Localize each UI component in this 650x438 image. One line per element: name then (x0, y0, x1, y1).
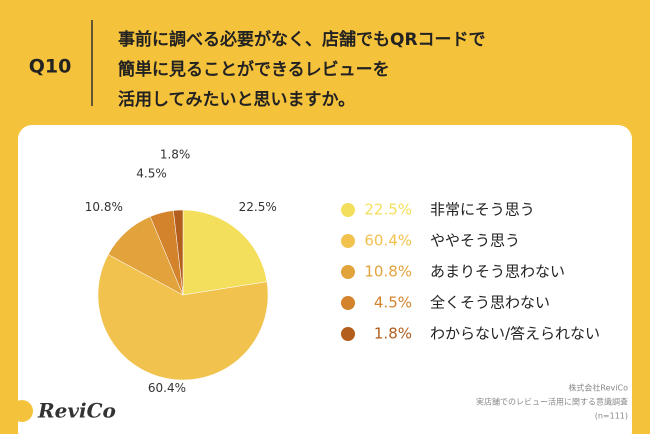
logo-icon (11, 400, 33, 422)
legend-label: あまりそう思わない (430, 263, 565, 281)
legend-label: わからない/答えられない (430, 325, 600, 343)
legend-value: 1.8% (374, 325, 412, 343)
pie-label: 60.4% (148, 381, 186, 395)
source: (n=111) (595, 412, 628, 421)
question-text: 事前に調べる必要がなく、店舗でもQRコードで (118, 29, 486, 50)
pie-slice (97, 254, 269, 381)
legend-label: 全くそう思わない (430, 294, 550, 312)
pie-slice (173, 209, 184, 296)
legend-value: 60.4% (364, 232, 412, 250)
question-text: 簡単に見ることができるレビューを (117, 59, 390, 80)
legend-swatch (341, 327, 355, 341)
legend-swatch (341, 234, 355, 248)
pie-slice (182, 209, 268, 296)
legend-swatch (341, 296, 355, 310)
source: 実店舗でのレビュー活用に関する意識調査 (476, 397, 628, 407)
legend-value: 22.5% (364, 201, 412, 219)
legend-label: 非常にそう思う (430, 201, 535, 219)
question-label: Q10 (29, 56, 72, 78)
legend-swatch (341, 265, 355, 279)
source: 株式会社ReviCo (568, 383, 628, 393)
legend-value: 4.5% (374, 294, 412, 312)
legend-swatch (341, 203, 355, 217)
pie-label: 4.5% (136, 167, 167, 181)
logo: ReviCo (37, 399, 116, 423)
question-text: 活用してみたいと思いますか。 (118, 89, 355, 110)
legend-value: 10.8% (364, 263, 412, 281)
legend-label: ややそう思う (430, 232, 520, 250)
pie-label: 1.8% (160, 148, 191, 162)
pie-label: 22.5% (239, 200, 277, 214)
pie-label: 10.8% (85, 200, 123, 214)
